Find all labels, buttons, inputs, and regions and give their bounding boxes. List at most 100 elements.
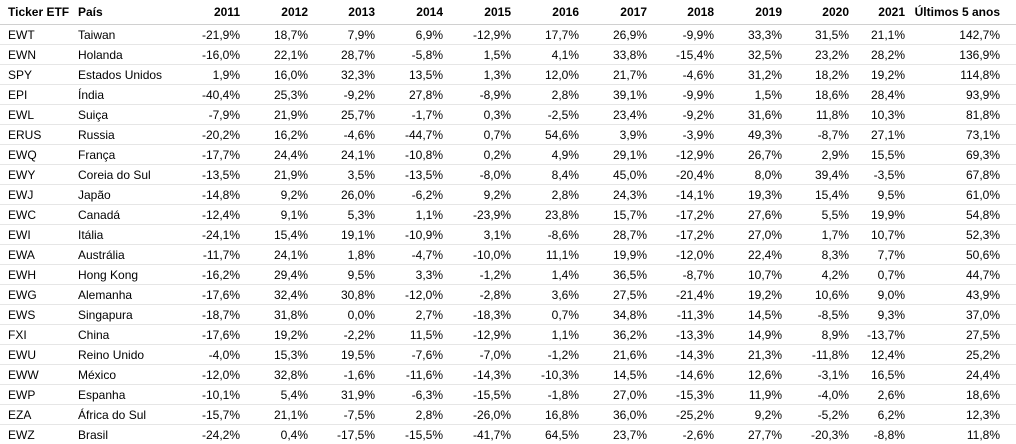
last-5-years-cell: 37,0%	[905, 305, 1016, 325]
return-cell: 26,9%	[579, 25, 647, 45]
return-cell: 32,8%	[240, 365, 308, 385]
return-cell: 11,8%	[782, 105, 849, 125]
return-cell: 9,2%	[714, 405, 782, 425]
return-cell: 15,7%	[579, 205, 647, 225]
return-cell: 24,3%	[579, 185, 647, 205]
header-year: 2019	[714, 0, 782, 25]
return-cell: 27,6%	[714, 205, 782, 225]
header-year: 2017	[579, 0, 647, 25]
return-cell: 21,9%	[240, 165, 308, 185]
return-cell: 19,9%	[849, 205, 905, 225]
return-cell: 4,2%	[782, 265, 849, 285]
country-cell: Japão	[78, 185, 184, 205]
last-5-years-cell: 12,3%	[905, 405, 1016, 425]
return-cell: 28,7%	[308, 45, 375, 65]
return-cell: 0,7%	[443, 125, 511, 145]
country-cell: Suiça	[78, 105, 184, 125]
return-cell: 21,1%	[849, 25, 905, 45]
return-cell: -2,2%	[308, 325, 375, 345]
ticker-cell: EWP	[0, 385, 78, 405]
return-cell: 6,2%	[849, 405, 905, 425]
return-cell: 27,0%	[714, 225, 782, 245]
return-cell: 21,7%	[579, 65, 647, 85]
ticker-cell: SPY	[0, 65, 78, 85]
return-cell: 17,7%	[511, 25, 579, 45]
return-cell: -6,2%	[375, 185, 443, 205]
return-cell: -7,0%	[443, 345, 511, 365]
return-cell: -10,0%	[443, 245, 511, 265]
return-cell: 0,4%	[240, 425, 308, 444]
return-cell: 0,3%	[443, 105, 511, 125]
return-cell: 2,8%	[511, 185, 579, 205]
return-cell: 33,8%	[579, 45, 647, 65]
return-cell: -7,9%	[184, 105, 240, 125]
ticker-cell: EPI	[0, 85, 78, 105]
return-cell: -10,8%	[375, 145, 443, 165]
return-cell: -13,7%	[849, 325, 905, 345]
last-5-years-cell: 11,8%	[905, 425, 1016, 444]
ticker-cell: EWI	[0, 225, 78, 245]
return-cell: -17,6%	[184, 285, 240, 305]
return-cell: 3,3%	[375, 265, 443, 285]
return-cell: -17,2%	[647, 225, 714, 245]
return-cell: 8,0%	[714, 165, 782, 185]
return-cell: 36,2%	[579, 325, 647, 345]
return-cell: -2,8%	[443, 285, 511, 305]
ticker-cell: EWG	[0, 285, 78, 305]
header-last-5-years: Últimos 5 anos	[905, 0, 1016, 25]
return-cell: -26,0%	[443, 405, 511, 425]
return-cell: -8,8%	[849, 425, 905, 444]
return-cell: 31,2%	[714, 65, 782, 85]
return-cell: -20,4%	[647, 165, 714, 185]
return-cell: -11,7%	[184, 245, 240, 265]
return-cell: 3,9%	[579, 125, 647, 145]
return-cell: 9,0%	[849, 285, 905, 305]
return-cell: 31,8%	[240, 305, 308, 325]
ticker-cell: EWW	[0, 365, 78, 385]
return-cell: -41,7%	[443, 425, 511, 444]
ticker-cell: EWL	[0, 105, 78, 125]
return-cell: 28,2%	[849, 45, 905, 65]
return-cell: 26,7%	[714, 145, 782, 165]
return-cell: 7,7%	[849, 245, 905, 265]
last-5-years-cell: 67,8%	[905, 165, 1016, 185]
return-cell: -10,9%	[375, 225, 443, 245]
return-cell: -6,3%	[375, 385, 443, 405]
return-cell: 8,4%	[511, 165, 579, 185]
return-cell: -17,6%	[184, 325, 240, 345]
return-cell: -9,9%	[647, 85, 714, 105]
return-cell: -10,1%	[184, 385, 240, 405]
return-cell: 26,0%	[308, 185, 375, 205]
return-cell: -14,1%	[647, 185, 714, 205]
return-cell: 15,3%	[240, 345, 308, 365]
return-cell: 19,2%	[849, 65, 905, 85]
return-cell: -4,7%	[375, 245, 443, 265]
return-cell: 4,9%	[511, 145, 579, 165]
return-cell: 2,6%	[849, 385, 905, 405]
return-cell: -23,9%	[443, 205, 511, 225]
return-cell: -8,5%	[782, 305, 849, 325]
return-cell: -3,1%	[782, 365, 849, 385]
return-cell: 16,0%	[240, 65, 308, 85]
return-cell: -4,0%	[184, 345, 240, 365]
header-year: 2014	[375, 0, 443, 25]
return-cell: 21,1%	[240, 405, 308, 425]
return-cell: -20,2%	[184, 125, 240, 145]
return-cell: 23,4%	[579, 105, 647, 125]
return-cell: 9,2%	[240, 185, 308, 205]
return-cell: 5,5%	[782, 205, 849, 225]
return-cell: 24,1%	[308, 145, 375, 165]
header-year: 2016	[511, 0, 579, 25]
return-cell: 15,4%	[782, 185, 849, 205]
return-cell: -5,2%	[782, 405, 849, 425]
last-5-years-cell: 69,3%	[905, 145, 1016, 165]
return-cell: -24,2%	[184, 425, 240, 444]
